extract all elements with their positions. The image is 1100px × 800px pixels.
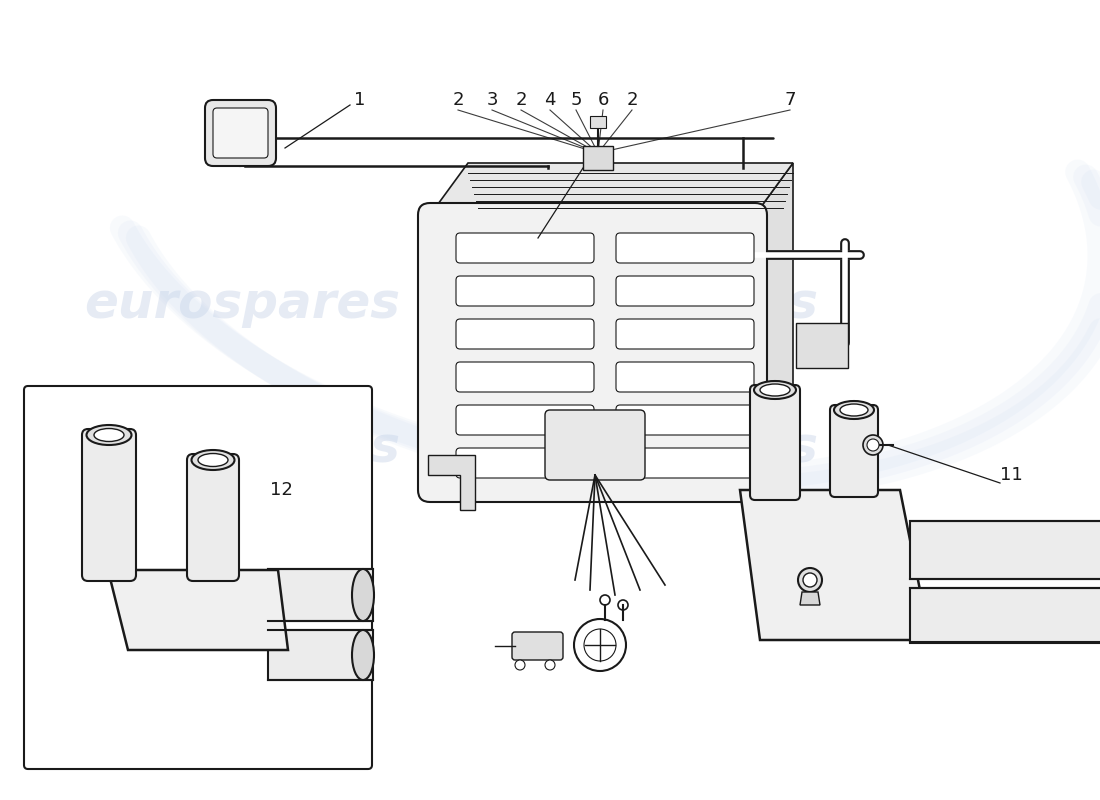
Ellipse shape xyxy=(352,630,374,680)
Circle shape xyxy=(600,595,610,605)
FancyBboxPatch shape xyxy=(187,454,239,581)
Ellipse shape xyxy=(94,429,124,442)
Ellipse shape xyxy=(87,425,132,445)
Ellipse shape xyxy=(760,384,790,396)
Circle shape xyxy=(544,660,556,670)
Circle shape xyxy=(798,568,822,592)
Ellipse shape xyxy=(352,569,374,621)
Text: 2: 2 xyxy=(529,396,541,414)
Ellipse shape xyxy=(191,450,234,470)
Text: 2: 2 xyxy=(452,91,464,109)
FancyBboxPatch shape xyxy=(418,203,767,502)
Ellipse shape xyxy=(840,404,868,416)
Circle shape xyxy=(864,435,883,455)
Ellipse shape xyxy=(754,381,796,399)
Text: eurospares: eurospares xyxy=(84,280,400,328)
Polygon shape xyxy=(430,163,793,215)
FancyBboxPatch shape xyxy=(82,429,136,581)
Bar xyxy=(910,588,1100,643)
FancyBboxPatch shape xyxy=(616,233,754,263)
FancyBboxPatch shape xyxy=(456,362,594,392)
Polygon shape xyxy=(755,163,793,490)
FancyBboxPatch shape xyxy=(456,405,594,435)
Polygon shape xyxy=(800,592,820,605)
FancyBboxPatch shape xyxy=(616,362,754,392)
Text: 9: 9 xyxy=(559,396,571,414)
FancyBboxPatch shape xyxy=(24,386,372,769)
Text: 2: 2 xyxy=(626,91,638,109)
Text: 11: 11 xyxy=(1000,466,1023,484)
FancyBboxPatch shape xyxy=(205,100,276,166)
Text: 10: 10 xyxy=(618,396,641,414)
Ellipse shape xyxy=(198,454,228,466)
Bar xyxy=(583,146,613,170)
FancyBboxPatch shape xyxy=(456,233,594,263)
FancyBboxPatch shape xyxy=(616,405,754,435)
Polygon shape xyxy=(740,490,930,640)
Circle shape xyxy=(515,660,525,670)
Circle shape xyxy=(803,573,817,587)
FancyBboxPatch shape xyxy=(456,448,594,478)
FancyBboxPatch shape xyxy=(616,319,754,349)
Bar xyxy=(796,323,848,368)
Text: 2: 2 xyxy=(515,91,527,109)
FancyBboxPatch shape xyxy=(616,276,754,306)
Text: 12: 12 xyxy=(270,481,293,499)
FancyBboxPatch shape xyxy=(830,405,878,497)
Text: eurospares: eurospares xyxy=(502,280,818,328)
FancyBboxPatch shape xyxy=(616,448,754,478)
Text: 1: 1 xyxy=(354,91,365,109)
FancyBboxPatch shape xyxy=(456,319,594,349)
Circle shape xyxy=(618,600,628,610)
FancyBboxPatch shape xyxy=(213,108,268,158)
Polygon shape xyxy=(428,455,475,510)
FancyBboxPatch shape xyxy=(456,276,594,306)
Polygon shape xyxy=(108,570,288,650)
Bar xyxy=(910,521,1100,579)
Bar xyxy=(590,116,606,128)
Bar xyxy=(268,569,373,621)
Text: 2: 2 xyxy=(591,396,602,414)
Text: eurospares: eurospares xyxy=(84,424,400,472)
Text: 3: 3 xyxy=(486,91,497,109)
Text: 8: 8 xyxy=(427,291,439,309)
Ellipse shape xyxy=(834,401,874,419)
Circle shape xyxy=(867,439,879,451)
Text: 6: 6 xyxy=(597,91,608,109)
Text: eurospares: eurospares xyxy=(502,424,818,472)
Text: 5: 5 xyxy=(570,91,582,109)
Text: 4: 4 xyxy=(544,91,556,109)
FancyBboxPatch shape xyxy=(512,632,563,660)
Bar xyxy=(268,630,373,680)
FancyBboxPatch shape xyxy=(544,410,645,480)
Text: 7: 7 xyxy=(784,91,795,109)
FancyBboxPatch shape xyxy=(750,385,800,500)
